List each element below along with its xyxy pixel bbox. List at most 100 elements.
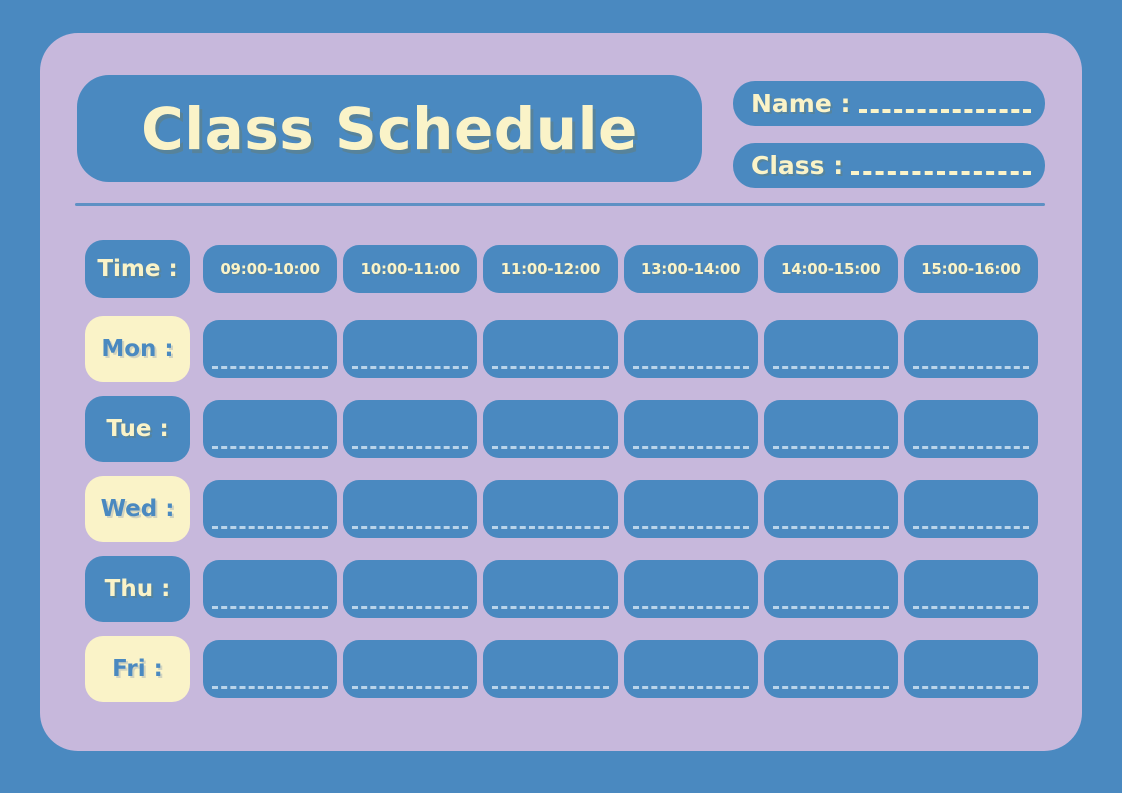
day-entry-list <box>203 320 1082 378</box>
schedule-entry-cell[interactable] <box>483 320 618 378</box>
entry-write-line <box>492 446 609 449</box>
schedule-entry-cell[interactable] <box>623 400 758 458</box>
entry-write-line <box>912 526 1030 529</box>
name-write-line[interactable] <box>858 108 1031 113</box>
schedule-entry-cell[interactable] <box>623 320 758 378</box>
day-label: Fri : <box>112 656 163 682</box>
schedule-entry-cell[interactable] <box>763 400 898 458</box>
schedule-entry-cell[interactable] <box>903 320 1039 378</box>
schedule-entry-cell[interactable] <box>483 560 618 618</box>
day-row-list: Mon : Tue : Wed : Thu : Fri : <box>40 309 1082 709</box>
entry-write-line <box>912 446 1030 449</box>
entry-write-line <box>492 686 609 689</box>
time-slot-cell: 11:00-12:00 <box>483 245 618 293</box>
entry-write-line <box>352 686 469 689</box>
header-divider <box>75 203 1045 206</box>
time-slot-label: 15:00-16:00 <box>921 260 1021 278</box>
time-slot-list: 09:00-10:00 10:00-11:00 11:00-12:00 13:00-1… <box>203 245 1082 293</box>
day-label: Tue : <box>106 416 169 442</box>
day-label-chip: Mon : <box>85 316 190 382</box>
name-label: Name : <box>751 89 851 118</box>
entry-write-line <box>492 606 609 609</box>
entry-write-line <box>632 366 749 369</box>
entry-write-line <box>492 526 609 529</box>
entry-write-line <box>912 366 1030 369</box>
entry-write-line <box>772 606 889 609</box>
entry-write-line <box>212 366 329 369</box>
entry-write-line <box>212 446 329 449</box>
schedule-entry-cell[interactable] <box>203 320 338 378</box>
time-slot-label: 09:00-10:00 <box>220 260 320 278</box>
entry-write-line <box>772 366 889 369</box>
time-header-label: Time : <box>97 256 178 282</box>
schedule-entry-cell[interactable] <box>203 560 338 618</box>
schedule-entry-cell[interactable] <box>763 640 898 698</box>
schedule-entry-cell[interactable] <box>903 560 1039 618</box>
name-field[interactable]: Name : <box>733 81 1045 126</box>
schedule-entry-cell[interactable] <box>903 640 1039 698</box>
time-slot-label: 14:00-15:00 <box>781 260 881 278</box>
entry-write-line <box>632 526 749 529</box>
entry-write-line <box>912 606 1030 609</box>
day-label-chip: Wed : <box>85 476 190 542</box>
entry-write-line <box>632 446 749 449</box>
schedule-entry-cell[interactable] <box>623 560 758 618</box>
schedule-card: Class Schedule Name : Class : Time : 09:… <box>40 33 1082 751</box>
schedule-entry-cell[interactable] <box>763 480 898 538</box>
entry-write-line <box>632 606 749 609</box>
entry-write-line <box>772 526 889 529</box>
time-slot-cell: 09:00-10:00 <box>203 245 338 293</box>
time-slot-label: 13:00-14:00 <box>640 260 741 278</box>
class-label: Class : <box>751 151 844 180</box>
schedule-entry-cell[interactable] <box>343 320 478 378</box>
schedule-entry-cell[interactable] <box>903 400 1039 458</box>
entry-write-line <box>212 686 329 689</box>
schedule-entry-cell[interactable] <box>343 480 478 538</box>
entry-write-line <box>632 686 749 689</box>
entry-write-line <box>492 366 609 369</box>
schedule-entry-cell[interactable] <box>623 640 758 698</box>
time-slot-label: 10:00-11:00 <box>360 260 461 278</box>
schedule-entry-cell[interactable] <box>343 400 478 458</box>
class-write-line[interactable] <box>851 170 1031 175</box>
schedule-entry-cell[interactable] <box>203 640 338 698</box>
schedule-entry-cell[interactable] <box>483 640 618 698</box>
day-label: Thu : <box>104 576 171 602</box>
entry-write-line <box>352 606 469 609</box>
day-entry-list <box>203 400 1082 458</box>
day-label-chip: Fri : <box>85 636 190 702</box>
page-title: Class Schedule <box>141 94 638 163</box>
schedule-header: Class Schedule Name : Class : <box>40 33 1082 206</box>
schedule-entry-cell[interactable] <box>483 480 618 538</box>
day-entry-list <box>203 480 1082 538</box>
schedule-entry-cell[interactable] <box>343 560 478 618</box>
entry-write-line <box>212 606 329 609</box>
day-row: Mon : <box>40 309 1082 389</box>
entry-write-line <box>912 686 1030 689</box>
day-label: Mon : <box>101 336 174 362</box>
day-entry-list <box>203 560 1082 618</box>
time-header-row: Time : 09:00-10:00 10:00-11:00 11:00-12:00… <box>40 229 1082 309</box>
class-field[interactable]: Class : <box>733 143 1045 188</box>
schedule-entry-cell[interactable] <box>483 400 618 458</box>
title-block: Class Schedule <box>77 75 702 182</box>
schedule-grid: Time : 09:00-10:00 10:00-11:00 11:00-12:00… <box>40 229 1082 709</box>
time-header-chip: Time : <box>85 240 190 298</box>
schedule-entry-cell[interactable] <box>763 560 898 618</box>
schedule-entry-cell[interactable] <box>623 480 758 538</box>
day-row: Wed : <box>40 469 1082 549</box>
time-slot-cell: 15:00-16:00 <box>903 245 1039 293</box>
day-row: Fri : <box>40 629 1082 709</box>
schedule-entry-cell[interactable] <box>203 480 338 538</box>
schedule-entry-cell[interactable] <box>343 640 478 698</box>
schedule-entry-cell[interactable] <box>763 320 898 378</box>
schedule-entry-cell[interactable] <box>903 480 1039 538</box>
day-label-chip: Thu : <box>85 556 190 622</box>
time-slot-cell: 10:00-11:00 <box>343 245 478 293</box>
entry-write-line <box>352 446 469 449</box>
day-row: Thu : <box>40 549 1082 629</box>
day-entry-list <box>203 640 1082 698</box>
schedule-entry-cell[interactable] <box>203 400 338 458</box>
entry-write-line <box>352 366 469 369</box>
time-slot-label: 11:00-12:00 <box>500 260 601 278</box>
